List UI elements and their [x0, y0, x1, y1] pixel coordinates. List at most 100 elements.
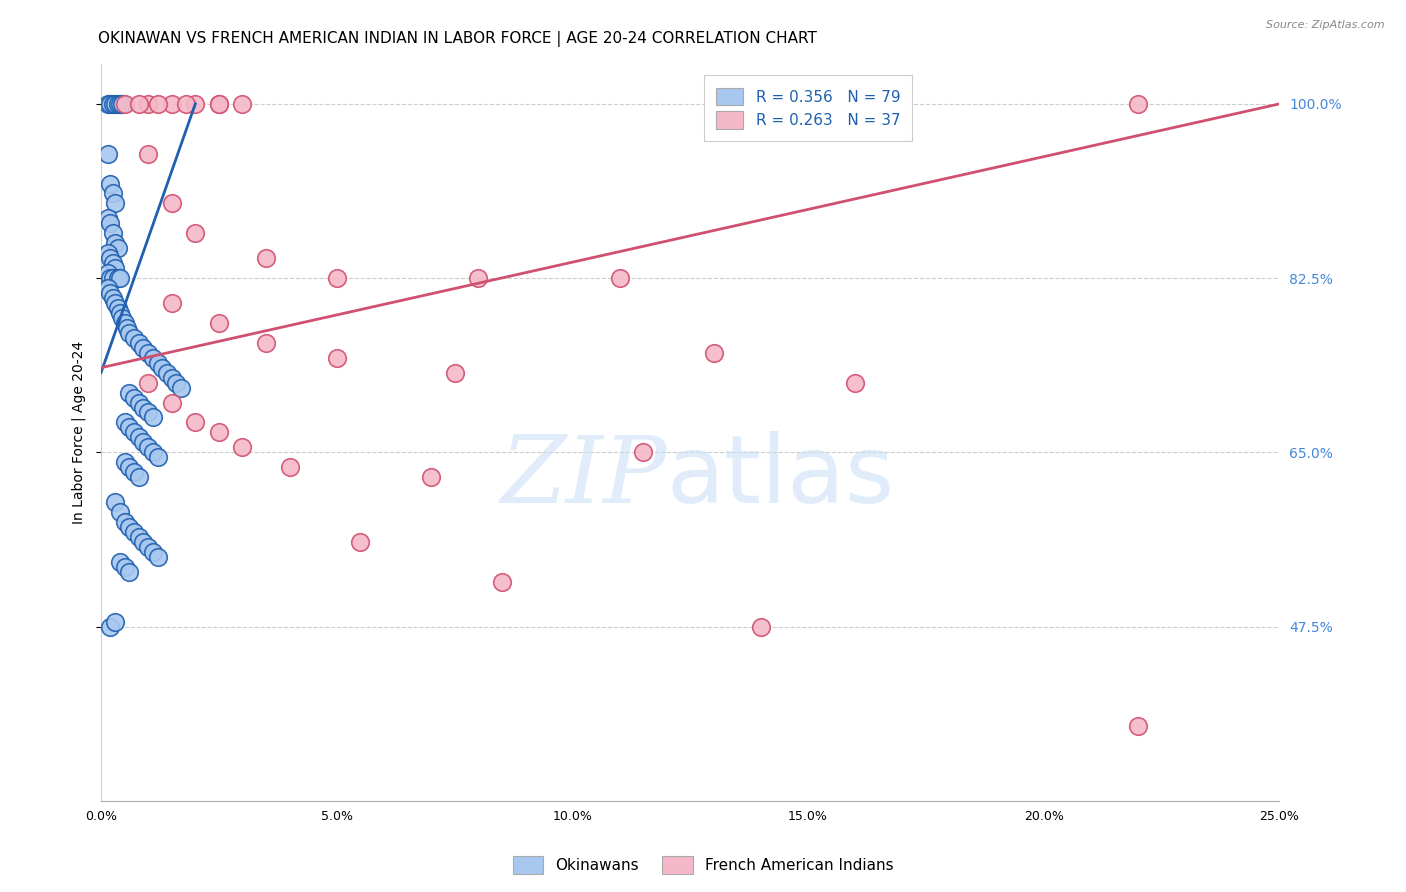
Point — [136, 376, 159, 390]
Point — [142, 445, 165, 459]
Point — [136, 345, 159, 359]
Point — [107, 271, 129, 285]
Point — [132, 341, 155, 355]
Point — [132, 535, 155, 549]
Point — [122, 391, 145, 405]
Point — [128, 530, 150, 544]
Point — [231, 441, 253, 455]
Point — [107, 241, 129, 255]
Point — [118, 420, 141, 434]
Point — [101, 227, 124, 241]
Point — [118, 520, 141, 534]
Point — [118, 460, 141, 475]
Point — [104, 495, 127, 509]
Point — [184, 96, 207, 111]
Point — [122, 465, 145, 479]
Point — [114, 416, 136, 430]
Point — [118, 565, 141, 579]
Point — [101, 271, 124, 285]
Text: ZIP: ZIP — [501, 432, 666, 522]
Point — [142, 545, 165, 559]
Point — [122, 524, 145, 539]
Point — [136, 540, 159, 554]
Point — [115, 321, 138, 335]
Point — [118, 385, 141, 400]
Point — [100, 286, 122, 301]
Point — [1126, 96, 1149, 111]
Point — [108, 271, 131, 285]
Point — [100, 177, 122, 191]
Point — [184, 416, 207, 430]
Point — [114, 455, 136, 469]
Point — [111, 310, 134, 325]
Point — [278, 460, 301, 475]
Point — [420, 470, 443, 484]
Point — [132, 401, 155, 415]
Point — [107, 301, 129, 315]
Point — [150, 360, 173, 375]
Point — [108, 555, 131, 569]
Point — [325, 351, 347, 365]
Point — [160, 196, 183, 211]
Point — [208, 96, 231, 111]
Point — [142, 410, 165, 425]
Point — [97, 146, 120, 161]
Point — [128, 470, 150, 484]
Point — [349, 535, 371, 549]
Point — [631, 445, 654, 459]
Point — [104, 615, 127, 629]
Point — [146, 450, 169, 465]
Point — [107, 96, 129, 111]
Point — [136, 441, 159, 455]
Point — [443, 366, 465, 380]
Point — [128, 395, 150, 409]
Legend: Okinawans, French American Indians: Okinawans, French American Indians — [506, 850, 900, 880]
Point — [108, 96, 131, 111]
Point — [208, 425, 231, 440]
Point — [165, 376, 187, 390]
Point — [104, 296, 127, 310]
Point — [97, 281, 120, 295]
Point — [97, 266, 120, 280]
Point — [104, 261, 127, 276]
Point — [118, 326, 141, 340]
Point — [128, 96, 150, 111]
Point — [160, 395, 183, 409]
Text: OKINAWAN VS FRENCH AMERICAN INDIAN IN LABOR FORCE | AGE 20-24 CORRELATION CHART: OKINAWAN VS FRENCH AMERICAN INDIAN IN LA… — [98, 31, 817, 47]
Point — [114, 559, 136, 574]
Text: atlas: atlas — [666, 431, 894, 523]
Point — [114, 96, 136, 111]
Point — [108, 505, 131, 519]
Point — [1126, 719, 1149, 733]
Point — [142, 351, 165, 365]
Point — [749, 619, 772, 633]
Point — [97, 211, 120, 226]
Point — [101, 256, 124, 270]
Point — [146, 96, 169, 111]
Point — [146, 549, 169, 564]
Point — [114, 316, 136, 330]
Point — [609, 271, 631, 285]
Point — [100, 251, 122, 265]
Point — [208, 96, 231, 111]
Point — [101, 96, 124, 111]
Point — [160, 370, 183, 384]
Point — [104, 196, 127, 211]
Point — [136, 146, 159, 161]
Point — [104, 236, 127, 251]
Point — [467, 271, 489, 285]
Point — [254, 335, 277, 350]
Point — [100, 271, 122, 285]
Point — [703, 345, 725, 359]
Point — [146, 356, 169, 370]
Point — [97, 246, 120, 260]
Point — [122, 425, 145, 440]
Point — [114, 515, 136, 529]
Point — [325, 271, 347, 285]
Point — [100, 96, 122, 111]
Point — [160, 296, 183, 310]
Point — [174, 96, 197, 111]
Point — [100, 216, 122, 230]
Point — [97, 96, 120, 111]
Point — [104, 96, 127, 111]
